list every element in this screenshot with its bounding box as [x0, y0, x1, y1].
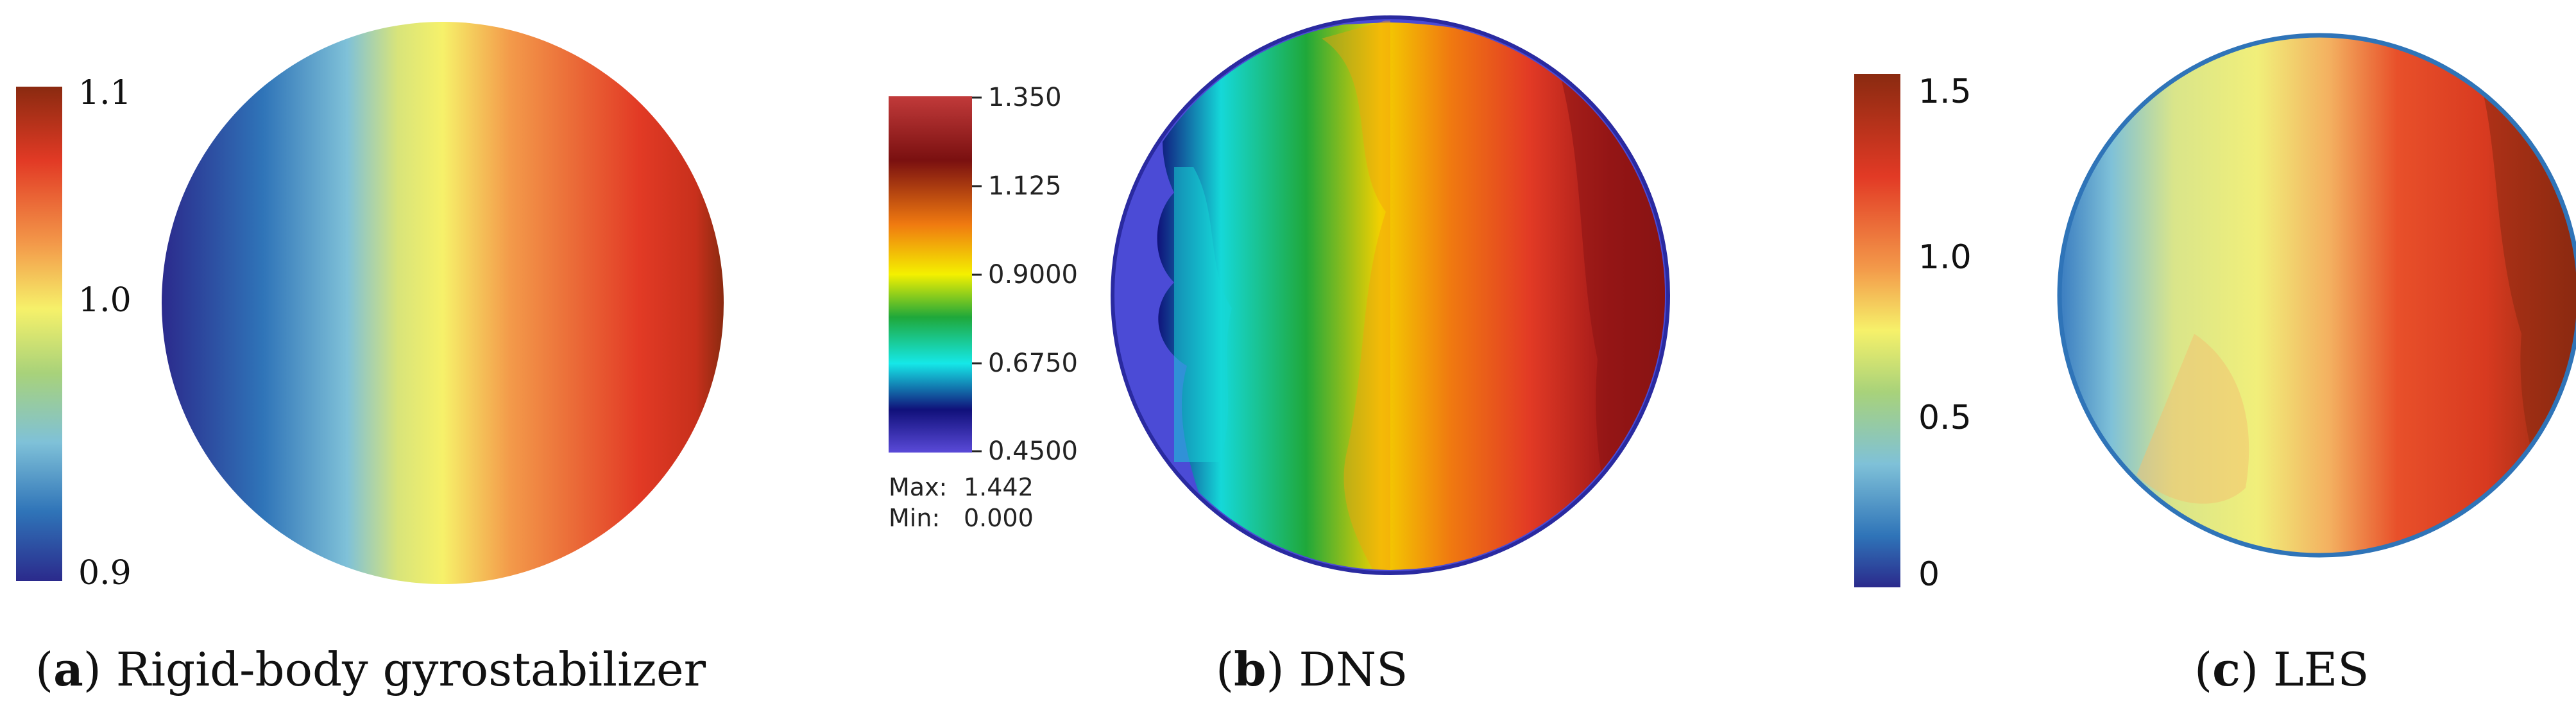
colorbar-b-tick-2: 1.125	[988, 171, 1062, 201]
colorbar-b-tick-1: 1.350	[988, 83, 1062, 112]
colorbar-c	[1854, 74, 1900, 587]
colorbar-b-tick-4: 0.6750	[988, 349, 1078, 378]
colorbar-a-tick-mid: 1.0	[78, 281, 132, 320]
disc-c-rim	[2057, 33, 2576, 558]
min-label: Min:	[889, 504, 940, 532]
caption-a: (a) Rigid-body gyrostabilizer	[35, 642, 706, 696]
caption-b: (b) DNS	[1216, 642, 1408, 696]
colorbar-a	[16, 87, 62, 581]
colorbar-c-tick-3: 0.5	[1918, 399, 1972, 437]
panel-c: 1.5 1.0 0.5 0	[1854, 33, 2576, 594]
colorbar-b	[889, 96, 972, 453]
disc-b-field	[1157, 22, 1665, 570]
max-label: Max:	[889, 473, 947, 501]
colorbar-c-tick-4: 0	[1918, 555, 1940, 594]
colorbar-b-tick-3: 0.9000	[988, 260, 1078, 289]
disc-a	[162, 22, 724, 584]
colorbar-b-tick-5: 0.4500	[988, 436, 1078, 466]
max-value: 1.442	[964, 473, 1034, 501]
min-value: 0.000	[964, 504, 1034, 532]
panel-a: 1.1 1.0 0.9	[16, 22, 724, 592]
colorbar-c-tick-1: 1.5	[1918, 73, 1972, 111]
caption-c: (c) LES	[2194, 642, 2369, 696]
colorbar-a-tick-top: 1.1	[78, 74, 132, 112]
colorbar-a-tick-bottom: 0.9	[78, 554, 132, 592]
colorbar-c-tick-2: 1.0	[1918, 238, 1972, 277]
panel-b: 1.350 1.125 0.9000 0.6750 0.4500 Max: 1.…	[889, 15, 1670, 575]
disc-b-rim	[1111, 15, 1670, 575]
